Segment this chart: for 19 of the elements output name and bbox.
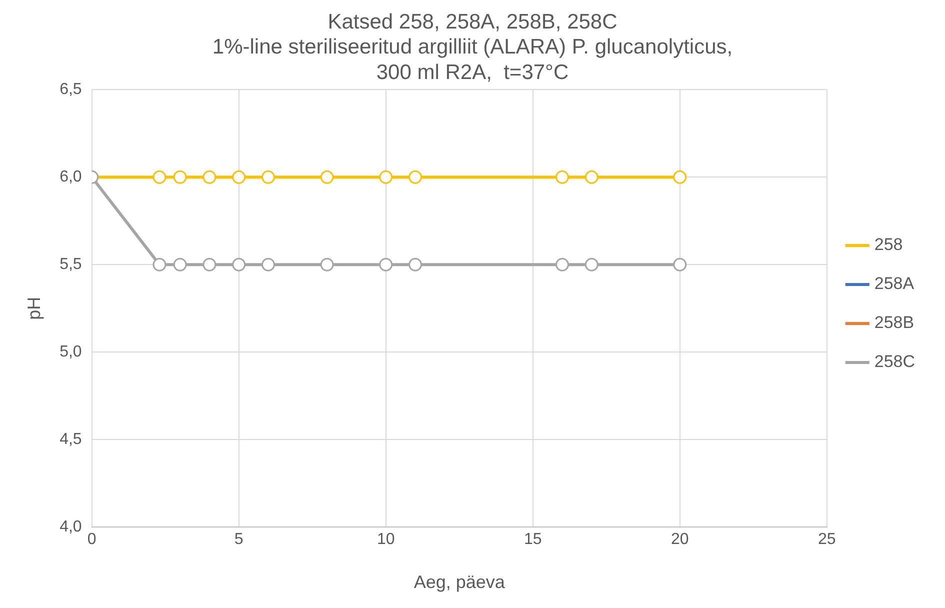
legend-label: 258C bbox=[874, 352, 915, 372]
x-tick-label: 25 bbox=[818, 531, 836, 548]
x-tick-label: 20 bbox=[670, 531, 689, 548]
y-tick-label: 4,5 bbox=[60, 431, 82, 448]
x-tick-label: 0 bbox=[87, 531, 96, 548]
y-tick-label: 6,0 bbox=[60, 168, 82, 186]
legend-label: 258A bbox=[874, 274, 915, 294]
x-tick-label: 5 bbox=[234, 531, 244, 548]
y-tick-label: 4,0 bbox=[60, 518, 82, 536]
legend-label: 258 bbox=[874, 235, 903, 254]
chart-title: Katsed 258, 258A, 258B, 258C 1%-line steriliseeritud argilliit (ALARA) P. glucanolyticus, 300 ml R2A, t=37°C bbox=[212, 10, 733, 84]
legend-label: 258B bbox=[874, 313, 914, 332]
x-axis-title: Aeg, päeva bbox=[414, 572, 506, 592]
y-tick-label: 5,5 bbox=[60, 256, 82, 274]
y-tick-label: 6,5 bbox=[60, 81, 82, 98]
y-axis-title: pH bbox=[24, 296, 44, 320]
x-tick-label: 10 bbox=[376, 531, 395, 548]
x-tick-label: 15 bbox=[524, 531, 542, 548]
y-tick-label: 5,0 bbox=[60, 344, 82, 361]
